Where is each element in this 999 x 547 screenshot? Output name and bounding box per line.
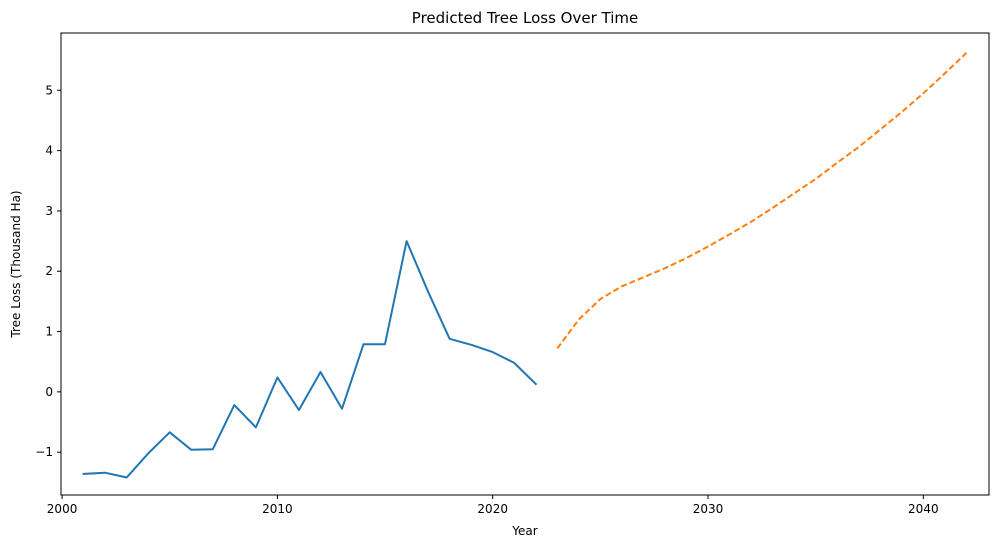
- x-tick-label: 2010: [262, 502, 293, 516]
- series-line-predicted: [556, 52, 968, 349]
- x-tick-label: 2030: [693, 502, 724, 516]
- y-axis-label: Tree Loss (Thousand Ha): [9, 190, 23, 338]
- y-tick-label: 3: [45, 204, 53, 218]
- plot-area: [82, 52, 968, 479]
- chart-title: Predicted Tree Loss Over Time: [412, 9, 638, 27]
- y-tick-label: 0: [45, 385, 53, 399]
- y-tick-label: 2: [45, 264, 53, 278]
- x-tick-label: 2020: [477, 502, 508, 516]
- y-axis: −1 0 1 2 3 4 5: [35, 83, 61, 459]
- x-tick-label: 2040: [908, 502, 939, 516]
- y-tick-label: 5: [45, 83, 53, 97]
- y-tick-label: −1: [35, 445, 53, 459]
- plot-frame: [60, 32, 990, 496]
- x-axis-label: Year: [511, 524, 537, 538]
- y-tick-label: 1: [45, 325, 53, 339]
- x-tick-label: 2000: [47, 502, 78, 516]
- series-line-actual: [82, 240, 538, 479]
- x-axis: 2000 2010 2020 2030 2040: [47, 495, 939, 516]
- y-tick-label: 4: [45, 144, 53, 158]
